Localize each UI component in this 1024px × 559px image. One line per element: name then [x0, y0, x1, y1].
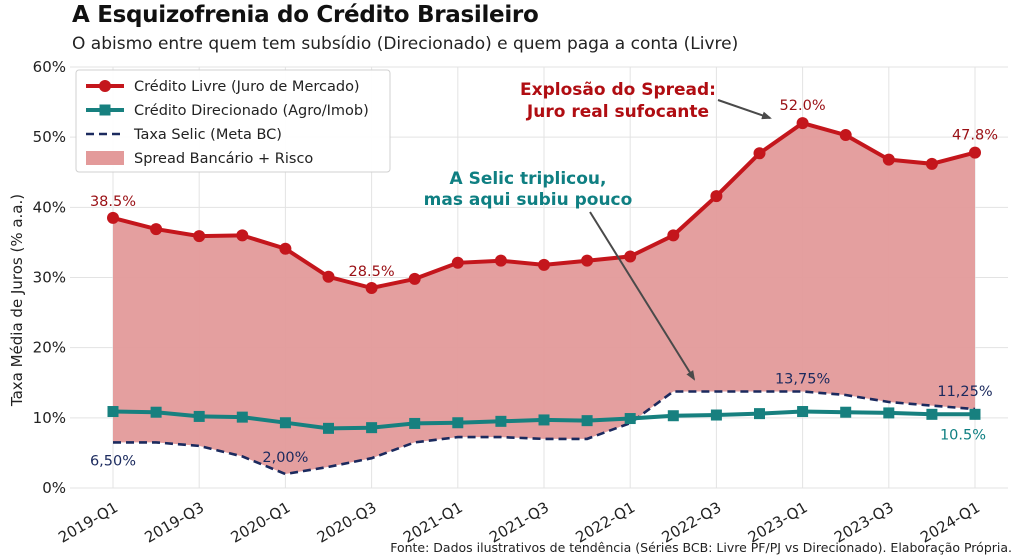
- data-label-selic-peak: 13,75%: [775, 372, 830, 388]
- x-tick-label: 2020-Q1: [228, 498, 294, 546]
- direcionado-point: [926, 408, 938, 420]
- direcionado-point: [840, 406, 852, 418]
- livre-point: [753, 147, 766, 160]
- direcionado-point: [581, 415, 593, 427]
- direcionado-point: [107, 406, 119, 418]
- direcionado-point: [969, 408, 981, 420]
- arrow-selic: [589, 211, 696, 381]
- annotation-spread-line2: Juro real sufocante: [526, 102, 709, 122]
- livre-point: [408, 272, 421, 285]
- direcionado-point: [538, 414, 550, 426]
- chart-title: A Esquizofrenia do Crédito Brasileiro: [72, 2, 539, 28]
- y-axis-label: Taxa Média de Juros (% a.a.): [8, 194, 26, 407]
- direcionado-point: [624, 413, 636, 425]
- legend-label-livre: Crédito Livre (Juro de Mercado): [134, 79, 360, 95]
- livre-point: [581, 254, 594, 267]
- spread-area-fill: [113, 123, 975, 474]
- direcionado-point: [495, 415, 507, 427]
- direcionado-point: [667, 410, 679, 422]
- livre-point: [710, 190, 723, 203]
- arrow-spread: [717, 99, 772, 120]
- chart-subtitle: O abismo entre quem tem subsídio (Direci…: [72, 34, 739, 54]
- data-label-direcionado-last: 10.5%: [940, 427, 986, 443]
- legend-label-direcionado: Crédito Direcionado (Agro/Imob): [134, 103, 369, 119]
- legend-direcionado-marker: [99, 104, 111, 116]
- legend-spread-swatch: [86, 151, 124, 165]
- annotation-spread-line1: Explosão do Spread:: [520, 80, 716, 100]
- livre-point: [365, 282, 378, 295]
- y-axis: 0% 10% 20% 30% 40% 50% 60%: [33, 58, 66, 497]
- legend-livre-marker: [99, 80, 111, 92]
- direcionado-point: [409, 417, 421, 429]
- data-label-livre-min: 28.5%: [349, 264, 395, 280]
- livre-point: [839, 129, 852, 142]
- y-tick-label: 20%: [33, 339, 66, 357]
- livre-point: [624, 250, 637, 263]
- annotation-selic-line1: A Selic triplicou,: [450, 169, 607, 189]
- annotation-selic-line2: mas aqui subiu pouco: [424, 190, 633, 210]
- legend-box: [75, 69, 391, 173]
- direcionado-point: [883, 407, 895, 419]
- livre-point: [969, 146, 981, 159]
- legend: Crédito Livre (Juro de Mercado) Crédito D…: [75, 69, 391, 173]
- legend-label-selic: Taxa Selic (Meta BC): [133, 127, 282, 143]
- livre-point: [538, 258, 550, 271]
- direcionado-point: [193, 410, 205, 422]
- selic-line: [113, 390, 976, 476]
- direcionado-point: [323, 422, 334, 434]
- y-tick-label: 50%: [33, 128, 66, 146]
- livre-point: [150, 223, 163, 236]
- legend-label-spread: Spread Bancário + Risco: [134, 151, 313, 167]
- livre-point: [494, 254, 507, 267]
- livre-point: [925, 157, 938, 170]
- direcionado-point: [236, 411, 248, 423]
- data-label-selic-min: 2,00%: [262, 450, 308, 466]
- livre-point: [107, 211, 119, 224]
- data-label-selic-first: 6,50%: [90, 453, 136, 469]
- livre-point: [193, 230, 206, 243]
- direcionado-point: [366, 422, 378, 434]
- y-tick-label: 60%: [33, 58, 66, 76]
- y-tick-label: 30%: [33, 269, 66, 287]
- data-label-selic-last: 11,25%: [937, 384, 992, 400]
- data-labels: 38.5% 28.5% 52.0% 47.8% 6,50% 2,00% 13,75% 11,2…: [90, 98, 998, 469]
- data-label-livre-last: 47.8%: [952, 128, 998, 144]
- livre-point: [322, 270, 335, 283]
- livre-point: [451, 256, 464, 269]
- livre-point: [236, 229, 249, 242]
- direcionado-point: [150, 406, 162, 418]
- direcionado-point: [754, 408, 765, 420]
- x-tick-label: 2019-Q3: [141, 498, 207, 546]
- source-note: Fonte: Dados ilustrativos de tendência (…: [390, 540, 1012, 555]
- livre-point: [796, 117, 809, 130]
- data-label-livre-peak: 52.0%: [780, 98, 826, 114]
- data-label-livre-first: 38.5%: [90, 194, 136, 210]
- annotations: Explosão do Spread:Juro real sufocante A …: [424, 80, 772, 381]
- y-tick-label: 40%: [33, 198, 66, 216]
- x-tick-label: 2019-Q1: [55, 498, 121, 546]
- direcionado-point: [279, 417, 291, 429]
- direcionado-point: [710, 409, 722, 421]
- y-tick-label: 0%: [42, 479, 66, 497]
- spread-area: [113, 123, 975, 474]
- livre-point: [279, 242, 292, 255]
- series-lines: [107, 117, 981, 476]
- y-tick-label: 10%: [33, 409, 66, 427]
- livre-point: [667, 229, 680, 242]
- direcionado-point: [452, 417, 464, 429]
- direcionado-point: [797, 406, 809, 418]
- livre-point: [882, 153, 895, 166]
- x-tick-label: 2020-Q3: [314, 498, 380, 546]
